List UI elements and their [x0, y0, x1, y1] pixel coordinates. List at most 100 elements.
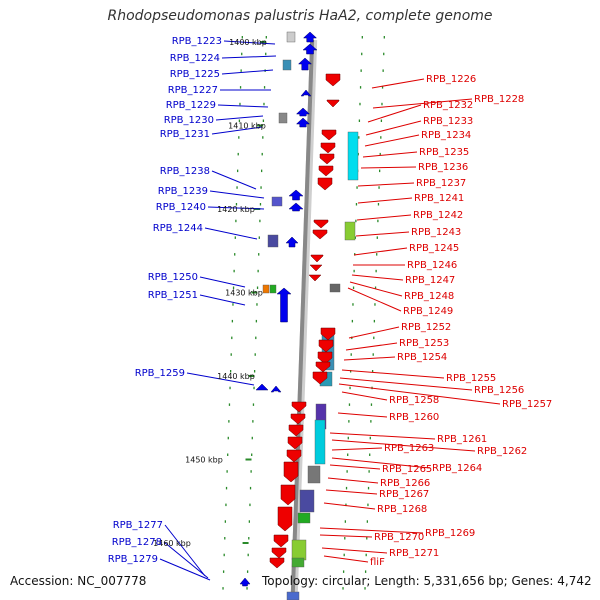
cog-block — [307, 465, 321, 484]
cog-blocks-layer — [262, 31, 359, 600]
gene-label: RPB_1271 — [389, 548, 439, 559]
forward-gene-arrow — [276, 287, 292, 323]
label-link — [319, 534, 373, 538]
gene-label: RPB_1233 — [423, 116, 473, 127]
kbp-label: 1450 kbp — [185, 456, 223, 465]
label-link — [353, 247, 408, 256]
reverse-gene-arrow — [315, 361, 331, 373]
kbp-label: 1460 kbp — [153, 539, 191, 548]
gene-label: RPB_1230 — [164, 115, 214, 126]
label-link — [357, 182, 415, 187]
gene-label: RPB_1229 — [166, 100, 216, 111]
reverse-gene-arrow — [325, 73, 341, 87]
forward-gene-arrow — [302, 31, 318, 43]
label-link — [348, 326, 400, 339]
label-link — [325, 489, 378, 495]
cog-block — [286, 591, 300, 600]
reverse-gene-arrow — [308, 274, 322, 282]
gene-label: RPB_1254 — [397, 352, 447, 363]
cog-block — [314, 419, 326, 465]
gene-label: RPB_1241 — [414, 193, 464, 204]
reverse-gene-arrow — [280, 484, 296, 506]
gene-label: RPB_1278 — [112, 537, 162, 548]
gene-label: RPB_1227 — [168, 85, 218, 96]
reverse-gene-arrow — [313, 219, 329, 229]
label-link — [186, 372, 255, 386]
reverse-gene-arrow — [269, 557, 285, 569]
kbp-label: 1430 kbp — [225, 289, 263, 298]
gene-label: RPB_1245 — [409, 243, 459, 254]
kbp-label: 1400 kbp — [229, 38, 267, 47]
cog-block — [282, 59, 292, 71]
label-link — [357, 197, 413, 204]
gene-label: RPB_1262 — [477, 446, 527, 457]
label-link — [365, 120, 422, 136]
gene-label: RPB_1250 — [148, 272, 198, 283]
label-link — [331, 447, 383, 451]
gene-label: RPB_1261 — [437, 434, 487, 445]
gene-label: RPB_1231 — [160, 129, 210, 140]
accession-label: Accession: NC_007778 — [10, 574, 147, 588]
forward-gene-arrow — [288, 202, 304, 212]
label-link — [371, 78, 425, 89]
label-link — [360, 166, 417, 169]
gene-label: RPB_1269 — [425, 528, 475, 539]
gene-label: RPB_1264 — [432, 463, 482, 474]
label-link — [367, 104, 422, 123]
cog-block — [269, 284, 277, 294]
gene-label: RPB_1232 — [423, 100, 473, 111]
reverse-gene-arrow — [288, 424, 304, 437]
gene-label: RPB_1226 — [426, 74, 476, 85]
reverse-gene-arrow — [291, 401, 307, 413]
label-link — [329, 432, 436, 440]
reverse-gene-arrow — [283, 461, 299, 483]
forward-gene-arrow — [295, 117, 311, 128]
label-link — [331, 457, 431, 469]
gene-label: RPB_1277 — [113, 520, 163, 531]
forward-gene-arrow — [295, 107, 311, 117]
label-link — [319, 527, 424, 534]
gene-label: RPB_1266 — [380, 478, 430, 489]
cog-block — [297, 512, 311, 524]
gene-label: RPB_1263 — [384, 443, 434, 454]
forward-gene-arrow — [239, 577, 251, 587]
gene-label: RPB_1268 — [377, 504, 427, 515]
backbone-layer — [290, 39, 318, 600]
label-link — [347, 287, 402, 312]
label-link — [211, 170, 257, 190]
label-link — [321, 547, 388, 554]
cog-block — [286, 31, 296, 43]
cog-block — [271, 196, 283, 207]
label-link — [207, 206, 265, 210]
cog-block — [329, 283, 341, 293]
label-link — [343, 356, 396, 361]
reverse-gene-arrow — [286, 449, 302, 463]
gene-label: RPB_1260 — [389, 412, 439, 423]
gene-label: RPB_1242 — [413, 210, 463, 221]
cog-block — [347, 131, 359, 181]
gene-label: RPB_1248 — [404, 291, 454, 302]
label-link — [221, 55, 277, 59]
label-link — [356, 214, 412, 221]
genes-layer — [239, 31, 341, 587]
reverse-gene-arrow — [326, 99, 340, 108]
cog-block — [291, 557, 305, 568]
reverse-gene-arrow — [312, 371, 328, 385]
reverse-gene-arrow — [309, 264, 323, 272]
reverse-gene-arrow — [319, 153, 335, 165]
label-link — [331, 439, 476, 452]
label-link — [211, 126, 263, 135]
forward-gene-arrow — [297, 57, 313, 71]
gene-label: RPB_1235 — [419, 147, 469, 158]
label-link — [345, 342, 398, 351]
kbp-label: 1420 kbp — [217, 205, 255, 214]
cog-block — [299, 489, 315, 513]
reverse-gene-arrow — [317, 351, 333, 365]
gene-label: RPB_1252 — [401, 322, 451, 333]
reverse-gene-arrow — [287, 436, 303, 450]
label-link — [204, 227, 258, 240]
forward-gene-arrow — [300, 89, 312, 97]
gene-label: RPB_1244 — [153, 223, 203, 234]
reverse-gene-arrow — [317, 177, 333, 191]
gene-label: RPB_1223 — [172, 36, 222, 47]
